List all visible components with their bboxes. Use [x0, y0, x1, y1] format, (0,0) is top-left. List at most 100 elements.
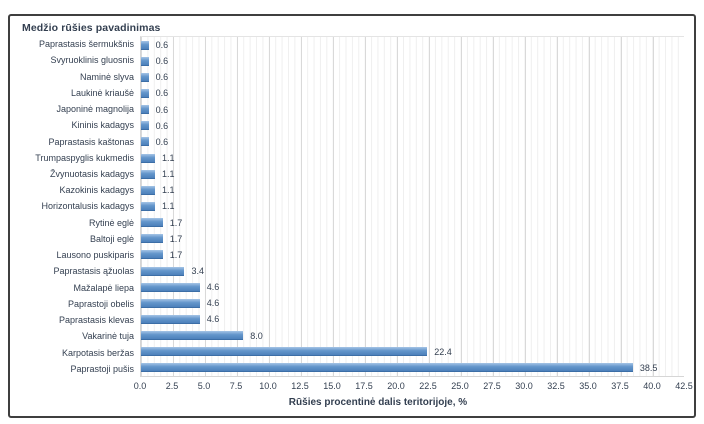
bar — [141, 185, 156, 195]
bar — [141, 298, 200, 308]
value-label: 0.6 — [155, 88, 169, 99]
bar — [141, 72, 149, 82]
value-label: 0.6 — [155, 136, 169, 147]
bar — [141, 234, 163, 244]
bar — [141, 266, 185, 276]
category-label: Paprastasis klevas — [58, 315, 134, 326]
bar-row: 1.1 — [141, 166, 684, 182]
value-label: 4.6 — [206, 314, 220, 325]
bar-row: 1.1 — [141, 150, 684, 166]
category-label: Paprastasis šermukšnis — [38, 39, 134, 50]
bar-row: 1.7 — [141, 247, 684, 263]
bar — [141, 137, 149, 147]
bar-row: 0.6 — [141, 53, 684, 69]
x-tick-label: 35.0 — [579, 381, 597, 391]
bar-row: 0.6 — [141, 102, 684, 118]
bar-row: 4.6 — [141, 279, 684, 295]
bar — [141, 40, 149, 50]
bar-row: 1.7 — [141, 215, 684, 231]
value-label: 3.4 — [191, 266, 204, 277]
x-tick-label: 32.5 — [547, 381, 565, 391]
category-label: Baltoji eglė — [89, 233, 134, 244]
bar-row: 38.5 — [141, 360, 684, 376]
bar — [141, 153, 156, 163]
bar — [141, 282, 200, 292]
bar-row: 0.6 — [141, 118, 684, 134]
bar-row: 1.1 — [141, 198, 684, 214]
x-tick-label: 7.5 — [229, 381, 243, 391]
category-label: Trumpaspyglis kukmedis — [35, 152, 134, 163]
bar — [141, 201, 156, 211]
plot-area: 0.6 0.6 0.6 0.6 0.6 0.6 0.6 1.1 1.1 1.1 1.1 1.7 1.7 1… — [140, 36, 684, 377]
category-label: Japoninė magnolija — [56, 104, 134, 115]
category-label: Paprastasis ąžuolas — [53, 266, 134, 277]
x-tick-label: 15.0 — [323, 381, 341, 391]
bar — [141, 218, 163, 228]
value-label: 1.1 — [162, 185, 175, 196]
category-label: Karpotasis beržas — [61, 347, 134, 358]
x-tick-label: 2.5 — [165, 381, 179, 391]
chart-frame: Medžio rūšies pavadinimas Paprastasis še… — [8, 14, 696, 418]
category-label: Paprastasis kaštonas — [48, 136, 134, 147]
bar-row: 0.6 — [141, 37, 684, 53]
value-label: 1.1 — [162, 201, 175, 212]
value-label: 1.7 — [169, 217, 183, 228]
category-label: Žvynuotasis kadagys — [49, 168, 134, 179]
bar-row: 4.6 — [141, 295, 684, 311]
value-label: 0.6 — [155, 72, 169, 83]
x-tick-label: 20.0 — [387, 381, 405, 391]
x-tick-label: 10.0 — [259, 381, 277, 391]
bar — [141, 331, 244, 341]
x-tick-label: 27.5 — [483, 381, 501, 391]
bar — [141, 347, 428, 357]
x-tick-label: 40.0 — [643, 381, 661, 391]
bar — [141, 169, 156, 179]
bar-row: 1.7 — [141, 231, 684, 247]
value-label: 1.1 — [162, 153, 175, 164]
category-label: Rytinė eglė — [88, 217, 134, 228]
x-tick-label: 30.0 — [515, 381, 533, 391]
bar-row: 0.6 — [141, 85, 684, 101]
x-tick-label: 0.0 — [133, 381, 147, 391]
x-tick-label: 37.5 — [611, 381, 629, 391]
value-label: 38.5 — [639, 362, 658, 373]
category-label: Mažalapė liepa — [73, 282, 134, 293]
bar-row: 1.1 — [141, 182, 684, 198]
x-tick-label: 12.5 — [291, 381, 309, 391]
category-label: Paprastoji pušis — [70, 363, 134, 374]
value-label: 0.6 — [155, 120, 169, 131]
category-label: Paprastoji obelis — [67, 298, 134, 309]
bar — [141, 121, 149, 131]
x-axis-ticks: 0.0 2.5 5.0 7.5 10.0 12.5 15.0 17.5 20.0 22.5 25.0… — [134, 381, 693, 393]
bar-row: 0.6 — [141, 69, 684, 85]
bar — [141, 56, 149, 66]
bar — [141, 105, 149, 115]
bar — [141, 250, 163, 260]
x-tick-label: 17.5 — [355, 381, 373, 391]
category-label: Kininis kadagys — [71, 120, 134, 131]
category-label: Kazokinis kadagys — [59, 185, 134, 196]
category-label: Svyruoklinis gluosnis — [50, 55, 134, 66]
bar-row: 22.4 — [141, 344, 684, 360]
category-axis: Paprastasis šermukšnis Svyruoklinis gluos… — [10, 36, 134, 377]
bar — [141, 314, 200, 324]
bar-row: 4.6 — [141, 311, 684, 327]
category-label: Naminė slyva — [79, 71, 134, 82]
bar — [141, 88, 149, 98]
x-tick-label: 25.0 — [451, 381, 469, 391]
value-label: 0.6 — [155, 56, 169, 67]
value-label: 4.6 — [206, 282, 220, 293]
x-tick-label: 42.5 — [675, 381, 693, 391]
chart-title: Medžio rūšies pavadinimas — [22, 22, 161, 34]
value-label: 1.7 — [169, 233, 183, 244]
bar — [141, 363, 633, 373]
x-tick-label: 22.5 — [419, 381, 437, 391]
value-label: 0.6 — [155, 40, 169, 51]
value-label: 4.6 — [206, 298, 220, 309]
category-label: Lausono puskiparis — [56, 250, 134, 261]
value-label: 0.6 — [155, 104, 169, 115]
value-label: 1.1 — [162, 169, 175, 180]
category-label: Vakarinė tuja — [82, 331, 134, 342]
value-label: 1.7 — [169, 249, 183, 260]
value-label: 8.0 — [250, 330, 263, 341]
